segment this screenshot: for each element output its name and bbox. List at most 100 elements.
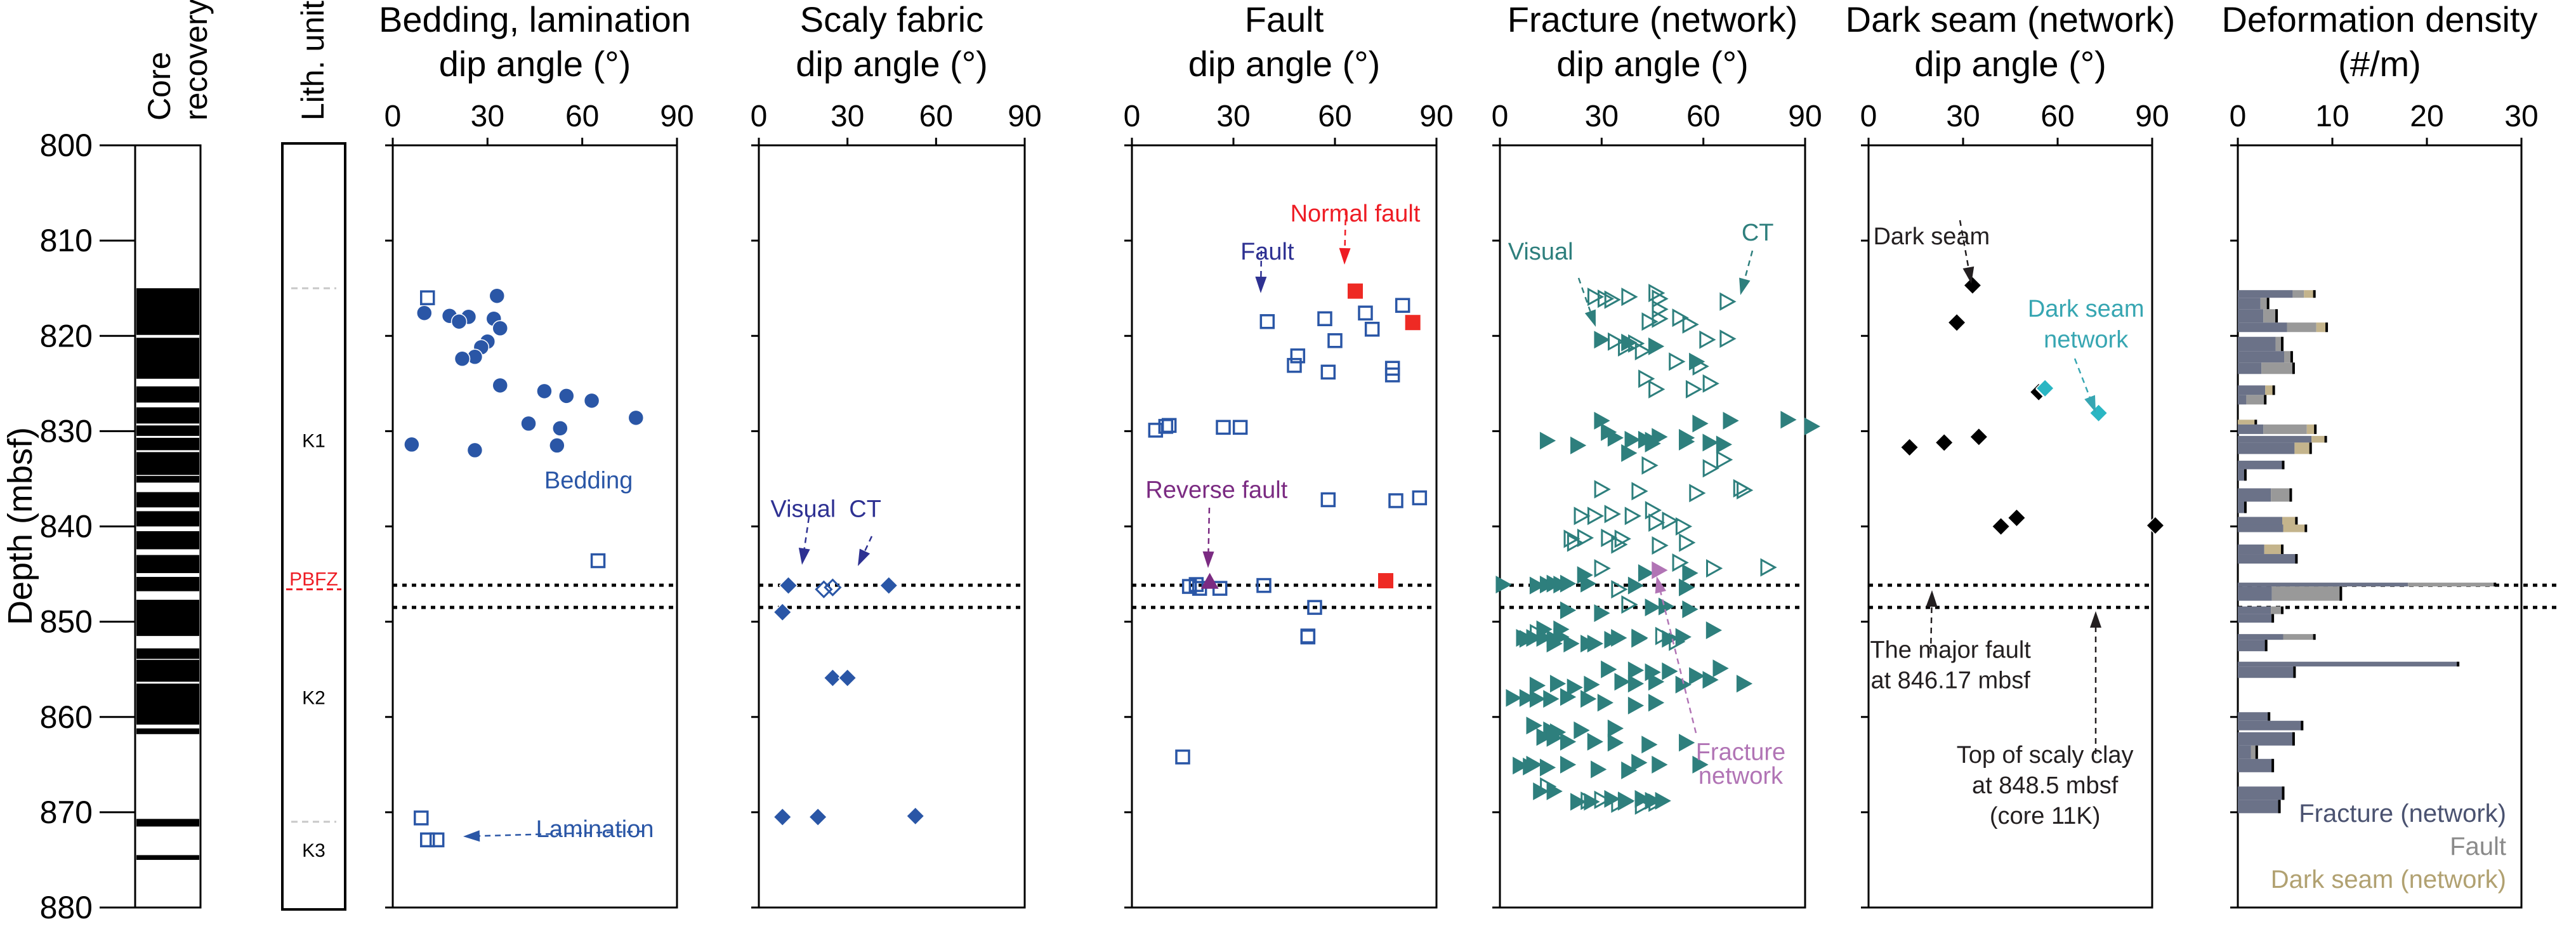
arrow-head [1584,309,1596,327]
data-point [808,807,828,827]
bar-segment-fracture [2238,501,2245,513]
x-tick-label: 0 [751,100,768,133]
x-tick-label: 90 [1788,100,1822,133]
data-point [1648,673,1665,691]
data-point [1546,782,1563,800]
data-point [824,578,842,597]
x-tick-label: 0 [1492,100,1509,133]
annotation-label: at 848.5 mbsf [1972,772,2119,799]
data-point [1705,621,1722,640]
bar-segment-fracture [2238,732,2294,746]
depth-axis-label: Depth (mbsf) [1,427,39,625]
bar-segment-fault [2271,606,2283,614]
data-point [1947,313,1967,333]
data-point [1648,337,1665,355]
data-point [1604,505,1621,524]
data-point [1679,432,1695,451]
arrow-head [858,548,871,566]
data-point [404,436,420,453]
normal-fault-arrow [1339,209,1351,265]
data-point [1648,284,1666,303]
data-point [879,576,898,595]
bar-segment-fault [2246,395,2266,405]
data-point [1618,338,1635,357]
data-point [1689,667,1705,685]
data-point [1560,574,1577,593]
depth-tick-label: 850 [40,604,93,640]
data-point [1536,728,1553,746]
bar-segment-fracture [2238,712,2270,721]
legend-item: Dark seam (network) [2271,866,2506,894]
data-point [1530,624,1547,643]
arrow-head [1202,551,1214,568]
bar-segment-fracture [2238,634,2284,640]
data-point [1645,598,1661,617]
data-point [1627,661,1645,680]
recovered-interval [136,425,199,436]
core-recovery-title-line2: recovery [178,0,214,121]
fracture-network-arrow [1655,576,1697,734]
data-point [1175,749,1190,765]
data-point [1638,564,1655,583]
recovered-interval [136,600,199,637]
bar-segment-fracture [2238,614,2273,623]
bar-segment-fracture [2238,460,2284,470]
x-tick-label: 10 [2315,100,2349,133]
data-point [779,576,798,595]
bar-segment-fault [2284,351,2292,363]
data-point [1587,506,1605,525]
recovered-interval [136,648,199,659]
panel-title-line2: (#/m) [2338,44,2421,84]
x-tick-label: 90 [2135,100,2169,133]
panel-fracture: Fracture (network) dip angle (°) 0 30 60 90 Vi… [1492,0,1822,909]
recovered-interval [136,659,199,682]
annotation-label: (core 11K) [1990,803,2101,829]
bar-segment-fracture [2238,758,2273,772]
x-tick-label: 0 [384,100,402,133]
data-point [489,287,506,304]
data-point [1655,626,1672,645]
data-point [1412,490,1428,506]
lith-unit-column: K1 K2 K3 PBFZ Lith. unit [281,1,346,911]
x-tick-label: 60 [2040,100,2074,133]
data-point [1594,411,1610,430]
pbfz-label: PBFZ [289,569,338,590]
data-point [1652,561,1668,579]
data-point [1672,553,1689,572]
panel-scaly: Scaly fabric dip angle (°) 0 30 60 90 Visual CT [751,0,1042,909]
data-point [2145,515,2165,536]
arrow-head [1655,576,1667,594]
annotation-label: Fault [1240,239,1294,265]
legend-item: Fault [2450,833,2506,861]
core-recovery-column: Core recovery [134,0,214,909]
data-point [1594,559,1611,578]
data-point [1529,576,1546,595]
annotation-label: Bedding [544,467,633,494]
data-point [1692,414,1709,433]
lamination-arrow [463,830,643,842]
data-point [1611,580,1628,599]
data-point [1719,292,1737,311]
bar-segment-fracture [2238,385,2266,395]
data-point [1723,411,1739,430]
depth-tick-label: 830 [40,413,93,449]
bar-segment-fracture [2238,666,2295,678]
data-point [1634,341,1652,360]
arrow-shaft [479,830,643,837]
data-point [1662,662,1678,680]
annotation-label: Visual [1508,239,1574,265]
data-point [1317,311,1332,326]
panel-title-line2: dip angle (°) [1188,44,1381,84]
panel-title-line2: dip angle (°) [1914,44,2106,84]
recovered-interval [136,728,199,734]
data-point [1594,331,1610,349]
data-point [420,832,435,848]
fault-arrow [1255,250,1267,293]
data-point [1560,688,1577,706]
data-point [1780,411,1797,429]
data-point [1631,482,1648,501]
data-point [1256,578,1272,593]
data-point [1232,419,1248,435]
data-point [1702,459,1719,478]
data-point [1320,364,1336,380]
